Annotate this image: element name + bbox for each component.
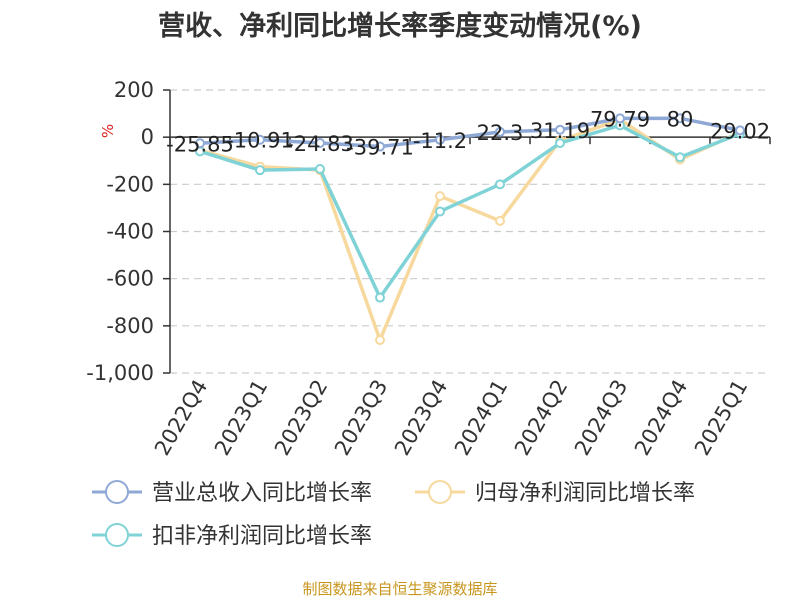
chart-title: 营收、净利同比增长率季度变动情况(%) <box>158 11 642 42</box>
legend-swatch-marker <box>428 480 452 504</box>
data-label: -39.71 <box>346 136 414 160</box>
x-tick-label: 2023Q3 <box>330 376 392 460</box>
x-tick-label: 2022Q4 <box>150 376 212 460</box>
data-point <box>555 124 565 135</box>
grid-lines <box>170 89 770 374</box>
data-label: -11.2 <box>413 129 467 153</box>
data-point <box>315 164 325 175</box>
data-point <box>435 134 445 145</box>
x-tick-label: 2024Q2 <box>510 376 572 460</box>
legend-swatch-marker <box>105 523 129 547</box>
data-labels: -25.85-10.91-24.83-39.71-11.2 22.3 31.19 79… <box>166 107 770 159</box>
x-tick-label: 2023Q4 <box>390 376 452 460</box>
data-point <box>495 179 505 190</box>
data-label: 29.02 <box>710 119 770 143</box>
data-point <box>615 113 625 124</box>
x-tick-label: 2023Q2 <box>270 376 332 460</box>
y-tick-label: -800 <box>106 314 154 338</box>
x-tick-label: 2024Q4 <box>630 376 692 460</box>
data-point <box>375 334 385 345</box>
legend-label: 营业总收入同比增长率 <box>152 481 372 506</box>
data-point <box>375 292 385 303</box>
data-label: -10.91 <box>226 129 294 153</box>
data-point <box>435 206 445 217</box>
data-point <box>375 141 385 152</box>
data-label: 79.79 <box>590 107 650 131</box>
data-point <box>315 138 325 149</box>
x-tick-label: 2023Q1 <box>210 376 272 460</box>
data-point <box>495 215 505 226</box>
x-tick-label: 2024Q3 <box>570 376 632 460</box>
series-line <box>199 123 741 300</box>
x-tick-label: 2025Q1 <box>690 376 752 460</box>
data-label: 31.19 <box>530 119 590 143</box>
data-point <box>435 191 445 202</box>
data-point <box>675 113 685 124</box>
legend-label: 扣非净利润同比增长率 <box>152 524 372 549</box>
data-point <box>195 138 205 149</box>
data-label: -24.83 <box>286 132 354 156</box>
series-line <box>199 116 741 149</box>
data-point <box>255 165 265 176</box>
data-point <box>255 134 265 145</box>
data-point <box>555 138 565 149</box>
y-tick-label: -1,000 <box>86 361 154 385</box>
y-tick-label: -400 <box>106 220 154 244</box>
data-point <box>735 125 745 136</box>
y-tick-label: 0 <box>141 125 154 149</box>
legend-swatch-marker <box>105 480 129 504</box>
y-tick-label: 200 <box>114 78 154 102</box>
source-note: 制图数据来自恒生聚源数据库 <box>302 580 498 598</box>
series-lines <box>195 113 745 345</box>
y-axis-unit: % <box>99 124 117 138</box>
y-tick-label: -200 <box>106 172 154 196</box>
data-label: 80 <box>667 107 694 131</box>
legend-label: 归母净利润同比增长率 <box>475 481 695 506</box>
data-label: 22.3 <box>477 121 524 145</box>
data-label: -25.85 <box>166 132 234 156</box>
data-point <box>675 152 685 163</box>
x-tick-label: 2024Q1 <box>450 376 512 460</box>
y-tick-label: -600 <box>106 267 154 291</box>
data-point <box>495 126 505 137</box>
